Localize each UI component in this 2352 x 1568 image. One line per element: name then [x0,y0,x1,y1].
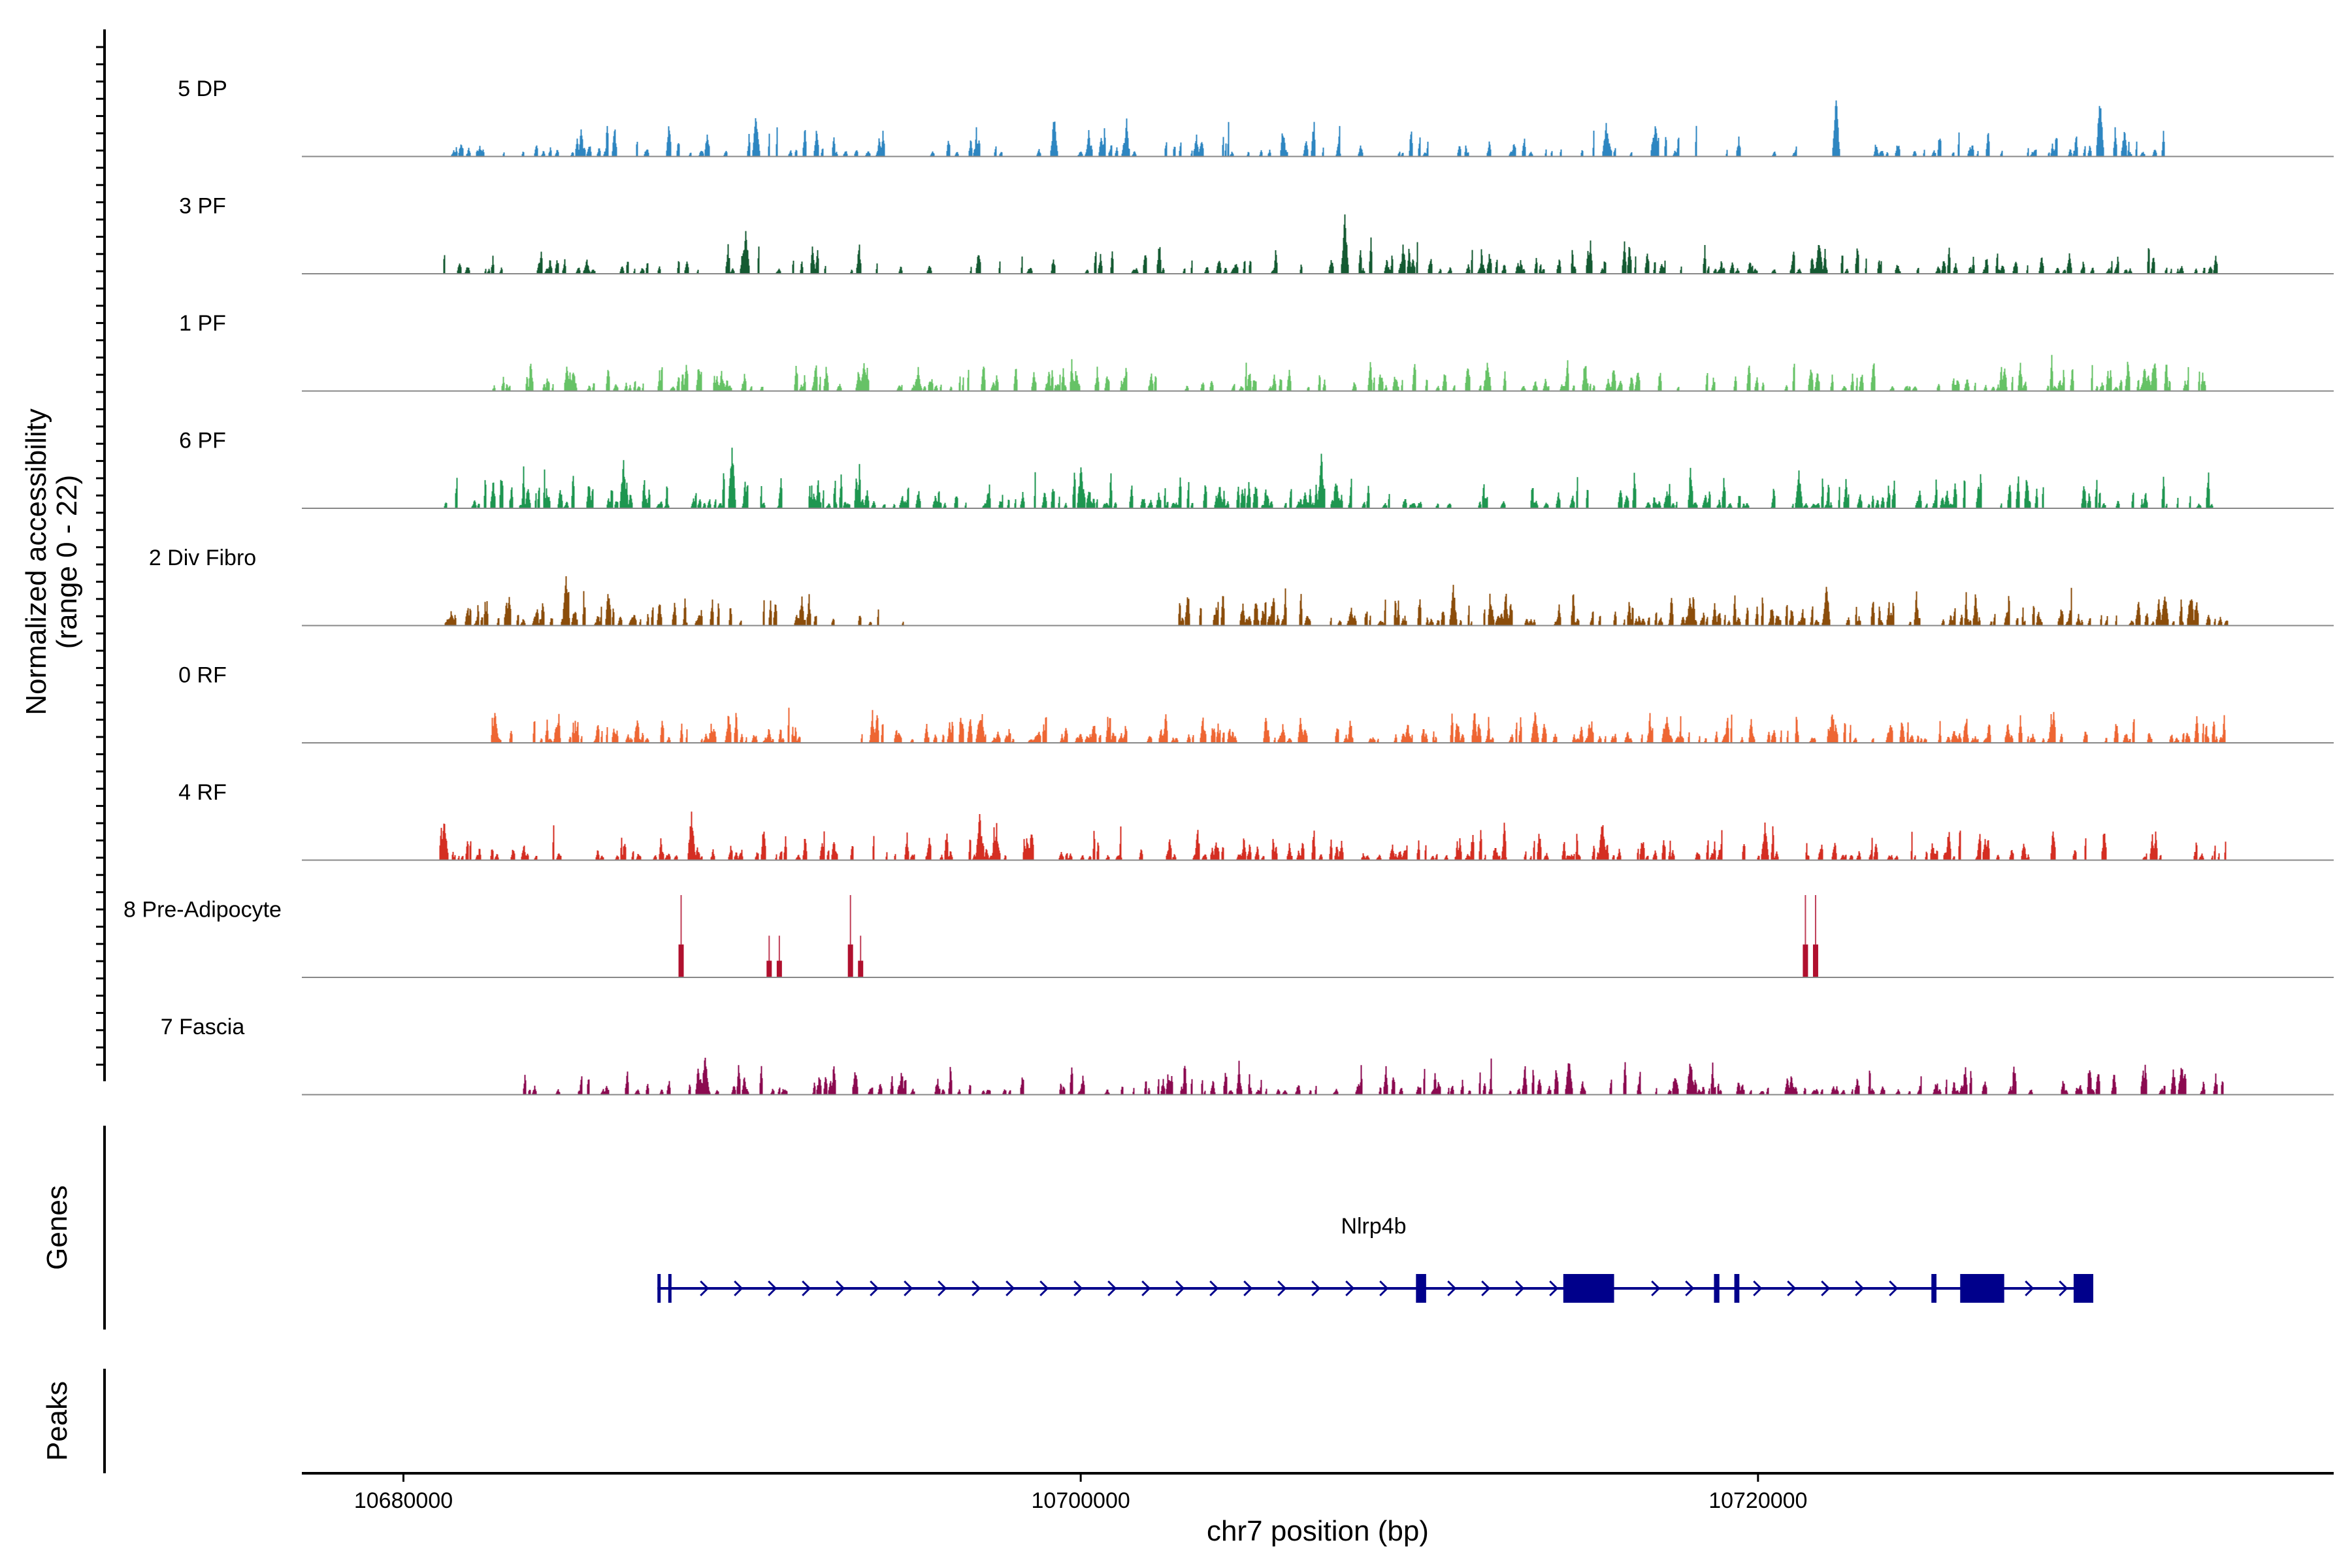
track-0-rf: 0 RF [178,663,2334,743]
coverage-bar [1803,944,1808,977]
coverage-area [444,576,2229,626]
strand-arrow [1515,1280,1525,1297]
coverage-area [492,355,2206,391]
strand-arrow [1311,1280,1321,1297]
track-7-fascia: 7 Fascia [161,1015,2334,1096]
strand-arrow [1685,1280,1695,1297]
track-label: 6 PF [179,429,226,453]
track-3-pf: 3 PF [179,194,2334,274]
exon [657,1274,661,1303]
strand-arrow [1481,1280,1491,1297]
exon [1931,1274,1936,1303]
strand-arrow [1005,1280,1015,1297]
gene-track: Nlrp4b [657,1214,2093,1303]
strand-arrow [1039,1280,1049,1297]
track-label: 4 RF [178,780,227,805]
coverage-area [439,811,2227,860]
strand-arrow [1345,1280,1355,1297]
track-label: 7 Fascia [161,1015,245,1039]
strand-arrow [1753,1280,1763,1297]
strand-arrow [836,1280,845,1297]
exon [2073,1274,2093,1303]
coverage-area [491,708,2226,743]
track-label: 8 Pre-Adipocyte [123,898,282,923]
strand-arrow [1379,1280,1389,1297]
x-tick-label: 10680000 [354,1488,453,1513]
exon [1714,1274,1720,1303]
strand-arrow [1175,1280,1185,1297]
strand-arrow [1277,1280,1287,1297]
coverage-bar [776,960,782,977]
exon [1416,1274,1426,1303]
strand-arrow [700,1280,710,1297]
coverage-bar [1812,944,1818,977]
genes-panel-title: Genes [41,1185,73,1270]
track-label: 3 PF [179,194,226,219]
strand-arrow [1141,1280,1151,1297]
gene-label: Nlrp4b [1341,1214,1406,1239]
exon [1960,1274,2004,1303]
y-axis-subtitle: (range 0 - 22) [51,475,83,649]
y-axis-title: Normalized accessibility [20,408,52,715]
x-axis: 10680000 10700000 10720000 [354,1473,1807,1513]
track-label: 1 PF [179,311,226,336]
coverage-bar [678,944,684,977]
strand-arrow [870,1280,879,1297]
strand-arrow [1549,1280,1559,1297]
tracks-group: 5 DP 3 PF 1 PF 6 PF 2 Div Fibro 0 RF 4 RF 8 Pre… [123,76,2334,1096]
x-tick-label: 10700000 [1032,1488,1130,1513]
strand-arrow [734,1280,743,1297]
x-tick-label: 10720000 [1708,1488,1807,1513]
strand-arrow [1889,1280,1899,1297]
strand-arrow [1447,1280,1457,1297]
exon [1734,1274,1740,1303]
coverage-bar [766,960,772,977]
track-label: 2 Div Fibro [149,546,256,570]
strand-arrow [1651,1280,1661,1297]
peaks-panel-title: Peaks [41,1381,73,1461]
track-label: 5 DP [178,76,227,101]
strand-arrow [1107,1280,1117,1297]
strand-arrow [2059,1280,2068,1297]
strand-arrow [972,1280,981,1297]
strand-arrow [1787,1280,1797,1297]
strand-arrow [802,1280,811,1297]
track-2-div-fibro: 2 Div Fibro [149,546,2334,627]
strand-arrow [904,1280,913,1297]
strand-arrow [1243,1280,1253,1297]
strand-arrow [1073,1280,1083,1297]
x-axis-title: chr7 position (bp) [1207,1515,1429,1547]
coverage-area [523,1058,2224,1095]
strand-arrow [768,1280,777,1297]
coverage-area [443,214,2218,274]
exon [668,1274,672,1303]
track-label: 0 RF [178,663,227,688]
strand-arrow [938,1280,947,1297]
coverage-bar [858,960,864,977]
coverage-bar [847,944,853,977]
exon [1563,1274,1614,1303]
strand-arrow [1209,1280,1219,1297]
track-5-dp: 5 DP [178,76,2334,157]
track-6-pf: 6 PF [179,429,2334,509]
track-4-rf: 4 RF [178,780,2334,861]
y-axis [96,29,106,1081]
strand-arrow [1855,1280,1865,1297]
coverage-area [444,448,2213,509]
coverage-area [451,100,2165,157]
track-8-pre-adipocyte: 8 Pre-Adipocyte [123,895,2334,978]
strand-arrow [1821,1280,1831,1297]
track-1-pf: 1 PF [179,311,2334,392]
strand-arrow [2025,1280,2034,1297]
